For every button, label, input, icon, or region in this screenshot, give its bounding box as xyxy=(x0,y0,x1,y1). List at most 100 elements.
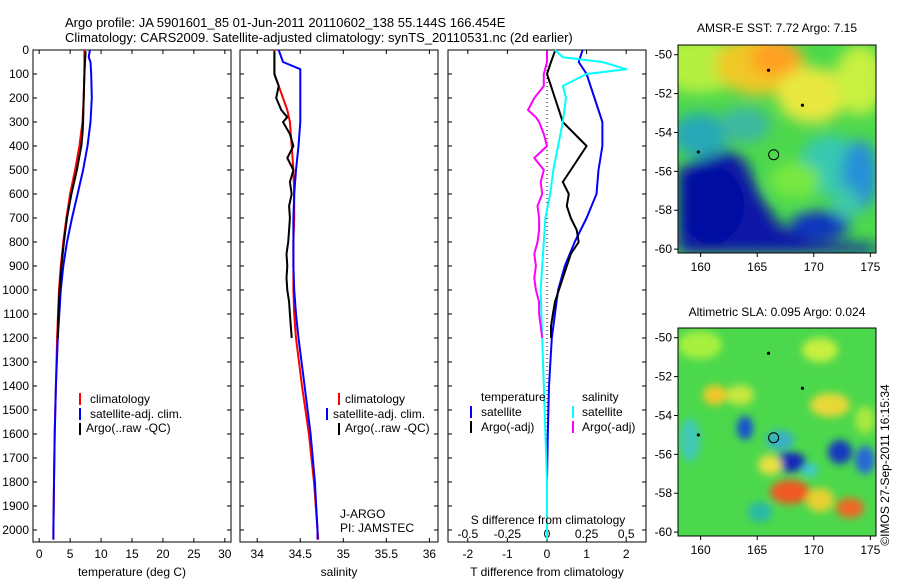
s-difference-label: S difference from climatology xyxy=(471,513,626,527)
sst-field xyxy=(678,45,876,253)
s-tick-label: -0.5 xyxy=(457,527,478,541)
salinity-panel: 34 34.5 35 35.5 36 salinity climatology sate… xyxy=(239,49,439,579)
sst-map-title: AMSR-E SST: 7.72 Argo: 7.15 xyxy=(697,21,857,35)
legend-t-satellite: satellite xyxy=(481,405,522,419)
temperature-panel: 0100200300400500600700800900100011001200… xyxy=(2,43,232,579)
depth-tick-label: 1200 xyxy=(2,331,29,345)
difference-legend: temperature salinity satellite satellite… xyxy=(470,390,635,434)
temperature-legend-climatology: climatology xyxy=(90,392,150,406)
temperature-x-ticks: 0 5 10 15 20 25 30 xyxy=(36,50,232,561)
float-program-label: J-ARGO xyxy=(340,507,385,521)
lon-tick-label: 170 xyxy=(804,543,824,557)
lat-tick-label: -60 xyxy=(655,242,673,256)
sst-map-ticks: 160 165 170 175 -50 -52 -54 -56 -58 -60 xyxy=(655,48,881,274)
legend-temperature-title: temperature xyxy=(481,390,546,404)
depth-tick-label: 900 xyxy=(9,259,29,273)
lon-tick-label: 165 xyxy=(747,260,767,274)
series-line-salinity-argo-adj xyxy=(527,51,548,339)
depth-tick-label: 400 xyxy=(9,139,29,153)
depth-tick-label: 1700 xyxy=(2,451,29,465)
lat-tick-label: -56 xyxy=(655,447,673,461)
temperature-xlabel: temperature (deg C) xyxy=(78,565,186,579)
x-tick-label: 25 xyxy=(187,547,201,561)
legend-salinity-title: salinity xyxy=(582,390,619,404)
depth-tick-label: 1000 xyxy=(2,283,29,297)
x-tick-label: -1 xyxy=(502,547,513,561)
depth-tick-label: 600 xyxy=(9,187,29,201)
lat-tick-label: -58 xyxy=(655,486,673,500)
series-line-argo-raw-qc xyxy=(56,51,87,339)
sst-map-frame xyxy=(677,44,877,254)
lon-tick-label: 160 xyxy=(691,543,711,557)
profile-location-marker xyxy=(768,149,780,161)
depth-tick-label: 1600 xyxy=(2,427,29,441)
difference-lines xyxy=(527,49,628,540)
other-profile-marker xyxy=(766,68,771,72)
other-profile-marker xyxy=(800,386,805,390)
lat-tick-label: -52 xyxy=(655,87,673,101)
difference-x-ticks: -2 -1 0 1 2 xyxy=(462,50,630,561)
other-profile-marker xyxy=(800,103,805,107)
x-tick-label: 2 xyxy=(623,547,630,561)
temperature-plot-frame xyxy=(32,49,232,543)
legend-s-satellite: satellite xyxy=(582,405,623,419)
difference-s-ticks: -0.5-0.2500.250.5 xyxy=(457,527,634,541)
x-tick-label: 34.5 xyxy=(289,547,313,561)
x-tick-label: 10 xyxy=(94,547,108,561)
depth-tick-label: 300 xyxy=(9,115,29,129)
sst-map: AMSR-E SST: 7.72 Argo: 7.15 160 165 xyxy=(655,21,881,274)
salinity-x-ticks: 34 34.5 35 35.5 36 xyxy=(251,50,437,561)
sla-map-markers xyxy=(696,351,805,444)
sla-field xyxy=(678,331,875,522)
salinity-legend-satellite: satellite-adj. clim. xyxy=(333,407,425,421)
salinity-legend: climatology satellite-adj. clim. Argo(..… xyxy=(326,392,430,435)
x-tick-label: 35 xyxy=(337,547,351,561)
x-tick-label: 5 xyxy=(67,547,74,561)
x-tick-label: 0 xyxy=(36,547,43,561)
other-profile-marker xyxy=(696,433,700,437)
float-pi-label: PI: JAMSTEC xyxy=(340,521,414,535)
sla-map: Altimetric SLA: 0.095 Argo: 0.024 xyxy=(655,305,881,557)
x-tick-label: 0 xyxy=(544,547,551,561)
difference-depth-ticks xyxy=(448,49,646,531)
depth-tick-label: 1100 xyxy=(3,307,29,321)
depth-tick-label: 1500 xyxy=(2,403,29,417)
lon-tick-label: 160 xyxy=(691,260,711,274)
figure-title-line2: Climatology: CARS2009. Satellite-adjuste… xyxy=(65,30,573,45)
series-line-temperature-argo-adj xyxy=(546,50,588,338)
s-tick-label: 0.25 xyxy=(575,527,599,541)
x-tick-label: 34 xyxy=(251,547,265,561)
salinity-legend-argo: Argo(..raw -QC) xyxy=(345,421,430,435)
salinity-xlabel: salinity xyxy=(321,565,358,579)
temperature-lines xyxy=(52,49,93,540)
depth-tick-label: 2000 xyxy=(2,523,29,537)
temperature-legend-argo: Argo(..raw -QC) xyxy=(86,421,171,435)
depth-tick-label: 100 xyxy=(9,67,29,81)
x-tick-label: 36 xyxy=(423,547,437,561)
lat-tick-label: -50 xyxy=(655,331,673,345)
lon-tick-label: 175 xyxy=(860,260,880,274)
series-line-salinity-satellite xyxy=(539,49,628,540)
x-tick-label: 30 xyxy=(218,547,232,561)
x-tick-label: 15 xyxy=(125,547,139,561)
x-tick-label: 20 xyxy=(156,547,170,561)
salinity-plot-frame xyxy=(239,49,439,543)
salinity-legend-climatology: climatology xyxy=(345,392,405,406)
depth-tick-label: 1900 xyxy=(2,499,29,513)
series-line-satellite-adj-clim xyxy=(52,49,93,540)
t-difference-label: T difference from climatology xyxy=(470,565,624,579)
legend-s-argo: Argo(-adj) xyxy=(582,420,635,434)
salinity-depth-ticks xyxy=(240,49,438,531)
difference-panel: -2 -1 0 1 2 -0.5 -0.25 0 0.25 0.5 S difference f… xyxy=(447,49,647,579)
imos-credit: ©IMOS 27-Sep-2011 16:15:34 xyxy=(878,384,892,546)
depth-tick-label: 800 xyxy=(9,235,29,249)
temperature-depth-ticks: 0 100 200 300 400 500 600 700 800 900 1000 1100 1200… xyxy=(2,43,231,537)
sla-map-title: Altimetric SLA: 0.095 Argo: 0.024 xyxy=(689,305,866,319)
lat-tick-label: -52 xyxy=(655,370,673,384)
x-tick-label: -2 xyxy=(462,547,473,561)
x-tick-label: 1 xyxy=(583,547,590,561)
s-tick-label: -0.25 xyxy=(494,527,522,541)
sst-map-markers xyxy=(696,68,805,161)
profile-location-marker xyxy=(768,432,780,444)
